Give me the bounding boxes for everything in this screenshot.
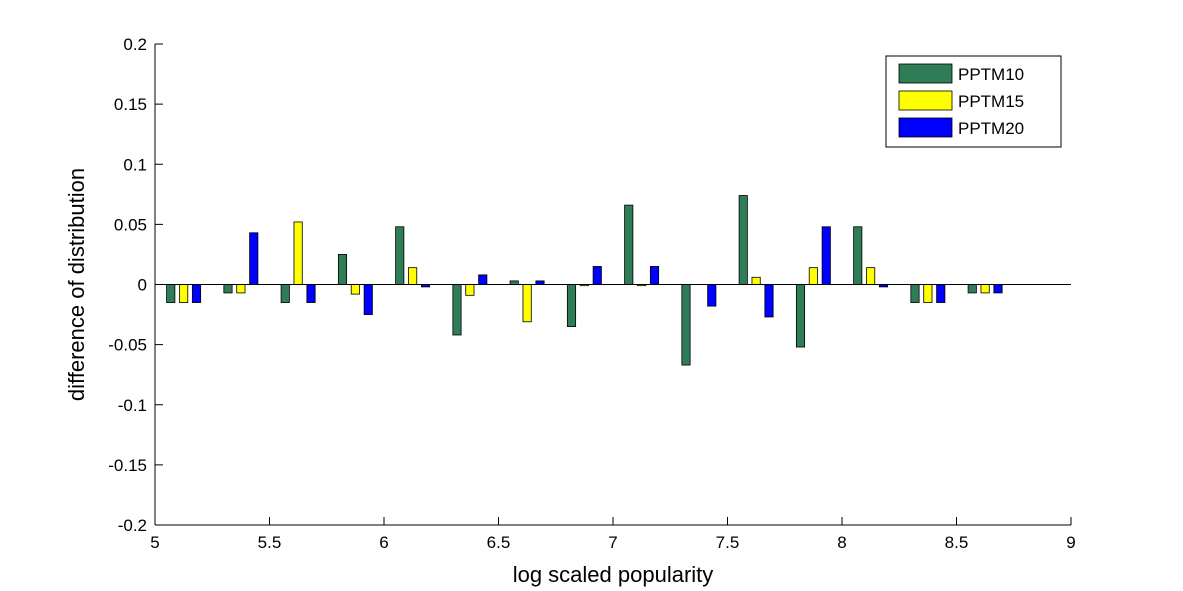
x-axis-label: log scaled popularity xyxy=(513,562,714,587)
bar-pptm10-9 xyxy=(681,284,691,366)
legend-label-pptm15: PPTM15 xyxy=(958,92,1024,111)
bar-pptm10-6 xyxy=(509,280,519,285)
x-tick-label: 9 xyxy=(1066,533,1075,552)
x-tick-label: 5.5 xyxy=(258,533,282,552)
y-tick-label: -0.2 xyxy=(118,516,147,535)
bar-pptm15-11 xyxy=(808,267,818,285)
x-tick-label: 7.5 xyxy=(716,533,740,552)
legend: PPTM10 PPTM15 PPTM20 xyxy=(885,55,1062,148)
bar-pptm15-1 xyxy=(236,284,246,294)
bar-pptm20-5 xyxy=(478,274,488,285)
bar-pptm15-5 xyxy=(465,284,475,296)
bar-pptm10-10 xyxy=(738,195,748,285)
bar-pptm20-7 xyxy=(592,266,602,285)
bar-pptm15-12 xyxy=(866,267,876,285)
bar-pptm10-0 xyxy=(166,284,176,303)
y-tick-label: -0.15 xyxy=(108,456,147,475)
bar-pptm20-6 xyxy=(535,280,545,285)
x-tick-label: 5 xyxy=(150,533,159,552)
bar-pptm20-2 xyxy=(306,284,316,303)
bar-pptm10-3 xyxy=(337,254,348,285)
bar-pptm20-14 xyxy=(993,284,1003,294)
bar-pptm20-10 xyxy=(764,284,774,318)
legend-label-pptm20: PPTM20 xyxy=(958,119,1024,138)
bar-pptm10-4 xyxy=(395,226,405,285)
bar-pptm20-8 xyxy=(649,266,660,285)
bar-pptm15-10 xyxy=(751,276,761,285)
x-tick-label: 8 xyxy=(837,533,846,552)
y-tick-label: -0.05 xyxy=(108,336,147,355)
x-tick-label: 7 xyxy=(608,533,617,552)
y-axis-label: difference of distribution xyxy=(64,168,89,401)
bar-pptm15-0 xyxy=(179,284,189,303)
bar-pptm15-6 xyxy=(522,284,532,323)
ticks-group: 5 5.5 6 6.5 7 7.5 8 8.5 9 -0.2 -0.15 -0.1 -0.05 0 0.05… xyxy=(108,35,1075,552)
bar-pptm20-1 xyxy=(249,232,259,285)
legend-swatch-pptm20 xyxy=(898,117,953,138)
legend-swatch-pptm15 xyxy=(898,90,953,111)
bar-pptm10-7 xyxy=(566,284,577,327)
legend-swatch-pptm10 xyxy=(898,63,953,84)
bar-pptm20-0 xyxy=(191,284,202,303)
legend-label-pptm10: PPTM10 xyxy=(958,65,1024,84)
bar-pptm10-5 xyxy=(452,284,462,336)
x-tick-label: 6.5 xyxy=(487,533,511,552)
bar-pptm10-14 xyxy=(967,284,977,294)
bar-pptm10-8 xyxy=(624,204,634,285)
bar-pptm15-4 xyxy=(408,267,418,285)
y-tick-label: 0.2 xyxy=(123,35,147,54)
bar-pptm20-9 xyxy=(707,284,717,307)
bar-pptm20-13 xyxy=(936,284,946,303)
bar-pptm10-13 xyxy=(910,284,920,303)
y-tick-label: 0.05 xyxy=(114,215,147,234)
y-tick-label: -0.1 xyxy=(118,396,147,415)
y-tick-label: 0.15 xyxy=(114,95,147,114)
bar-pptm15-3 xyxy=(350,284,360,295)
bar-pptm20-11 xyxy=(821,226,831,285)
y-tick-label: 0.1 xyxy=(123,155,147,174)
bar-pptm10-12 xyxy=(853,226,863,285)
bar-pptm20-3 xyxy=(363,284,373,315)
bar-pptm15-13 xyxy=(923,284,933,303)
bar-pptm15-2 xyxy=(293,221,303,285)
y-tick-label: 0 xyxy=(138,276,147,295)
bar-pptm10-11 xyxy=(795,284,806,348)
x-tick-label: 8.5 xyxy=(945,533,969,552)
bar-pptm10-1 xyxy=(223,284,233,294)
bar-pptm10-2 xyxy=(280,284,290,303)
bar-pptm15-14 xyxy=(980,284,990,294)
x-tick-label: 6 xyxy=(379,533,388,552)
